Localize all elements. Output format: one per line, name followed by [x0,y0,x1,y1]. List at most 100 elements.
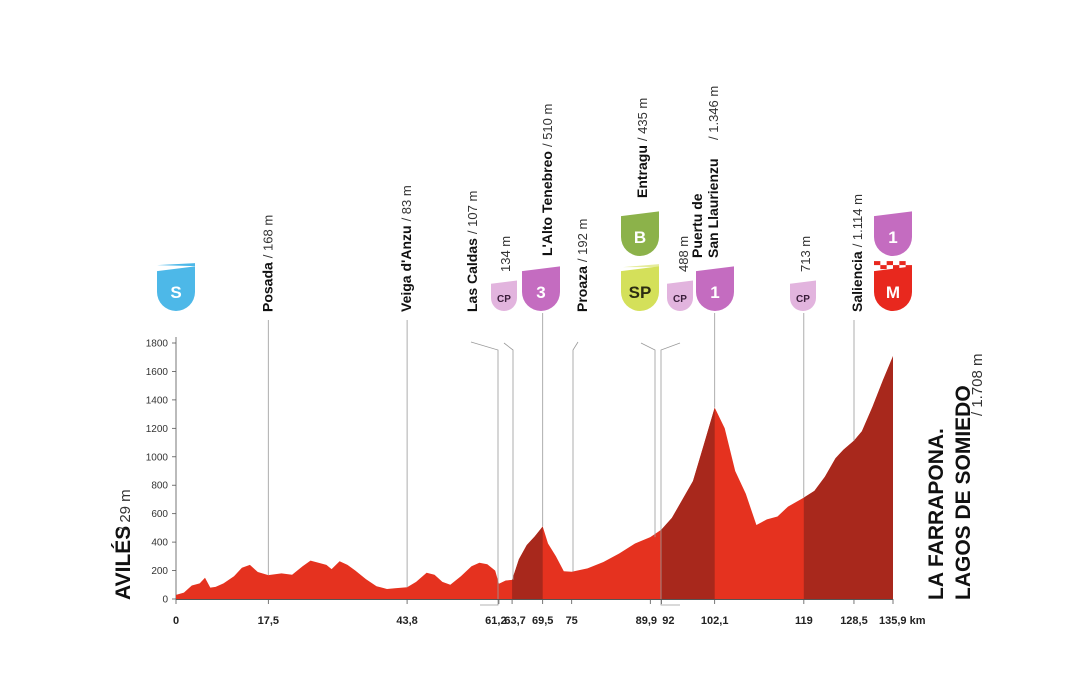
x-tick-label: 128,5 [840,615,868,627]
badge-label: B [634,228,646,247]
waypoint-name: San Llaurienzu [705,158,721,258]
waypoint-altitude: / 168 m [260,215,275,258]
waypoint-label: Veiga d'Anzu / 83 m [398,185,414,312]
waypoint-label: Entragu / 435 m [634,98,650,198]
waypoint-label: Puertu de San Llaurienzu / 1.346 m [689,86,721,258]
waypoint-guide-line [660,342,681,606]
finish-altitude: / 1.708 m [969,353,986,416]
waypoint-label: Saliencia / 1.114 m [849,194,865,312]
waypoint-name: Posada [259,262,275,312]
start-town-name: AVILÉS [112,526,135,600]
badge-shape [667,280,693,311]
x-tick-label: 89,9 [636,615,657,627]
waypoint-altitude: 134 m [498,236,513,272]
waypoint-guide-line [503,342,514,580]
waypoint-name: Las Caldas [464,238,480,312]
waypoint-name: L'Alto Tenebreo [539,151,555,256]
badge-sprint: SP [621,264,659,311]
x-tick-label: 92 [662,615,674,627]
checkered-flag-icon [905,265,912,270]
x-tick-label: 135,9 km [879,615,926,627]
waypoint-altitude: / 510 m [540,104,555,147]
waypoint-altitude: / 192 m [575,219,590,262]
badge-finish: M [874,261,912,311]
climb-segment [803,356,893,599]
badge-shape [696,266,734,311]
waypoint-name: Puertu de [689,193,705,258]
y-tick-label: 0 [162,595,168,606]
badge-label: CP [497,294,511,305]
badge-label: CP [673,294,687,305]
profile-area [176,356,893,599]
waypoint-name: Proaza [574,266,590,312]
y-tick-label: 200 [151,566,168,577]
badge-cp: CP [491,280,517,311]
waypoint-guide-line [470,341,499,606]
waypoint-altitude: / 435 m [635,98,650,141]
waypoint-name: Saliencia [849,251,865,312]
waypoint-label: 713 m [798,236,813,272]
waypoint-altitude: 713 m [798,236,813,272]
waypoint-guide-line [572,341,579,572]
badge-shape [621,211,659,256]
waypoint-altitude: / 107 m [465,191,480,234]
checkered-flag-icon [899,261,906,266]
waypoint-label: 134 m [498,236,513,272]
y-tick-label: 400 [151,538,168,549]
badge-label: M [886,283,900,302]
waypoint-altitude: / 83 m [399,185,414,221]
y-tick-label: 1600 [146,367,169,378]
badge-label: S [170,283,181,302]
badge-shape [157,266,195,311]
waypoint-lines [267,313,855,606]
y-tick-label: 1800 [146,339,169,350]
badge-label: CP [796,294,810,305]
sprint-flag-icon [623,264,659,268]
checkered-flag-icon [886,261,893,266]
x-tick-label: 61,2 [485,615,506,627]
badge-label: 3 [536,283,545,302]
badge-cp: CP [667,280,693,311]
x-tick-label: 43,8 [396,615,417,627]
waypoint-guide-line [640,342,656,538]
y-tick-label: 800 [151,481,168,492]
waypoint-label: Proaza / 192 m [574,219,590,312]
x-axis: 0 17,5 43,8 61,263,7 69,5 75 89,9 92 102,1 119 128… [173,599,926,627]
badge-bonus: B [621,211,659,256]
badge-shape [874,266,912,311]
waypoint-name: Veiga d'Anzu [398,225,414,312]
badge-climb: 1 [696,266,734,311]
x-tick-label: 63,7 [504,615,525,627]
x-tick-label: 119 [795,615,813,627]
start-town-altitude: / 29 m [117,489,134,531]
x-tick-label: 75 [566,615,578,627]
y-axis: 0 200 400 600 800 1000 1200 1400 1600 1800 [146,337,177,606]
finish-name-line2: LAGOS DE SOMIEDO [952,385,975,600]
y-tick-label: 1000 [146,452,169,463]
waypoint-name: Entragu [634,145,650,198]
waypoint-labels: Posada / 168 m Veiga d'Anzu / 83 m Las Calda… [259,86,865,312]
y-tick-label: 1400 [146,395,169,406]
badge-label: 1 [888,228,897,247]
badge-shape [874,211,912,256]
badge-shape [621,266,659,311]
x-tick-label: 69,5 [532,615,553,627]
checkered-flag-icon [880,265,887,270]
flag-icon [157,263,195,267]
waypoint-label: Las Caldas / 107 m [464,191,480,312]
x-tick-label: 17,5 [258,615,279,627]
badge-cp: CP [790,280,816,311]
waypoint-label: 488 m [676,236,691,272]
badge-shape [790,280,816,311]
badge-shape [491,280,517,311]
badge-start: S [157,263,195,311]
badge-climb: 1 [874,211,912,256]
badge-label: SP [629,283,652,302]
checkered-flag-icon [874,261,881,266]
checkered-flag-icon [893,265,900,270]
waypoint-altitude: / 1.346 m [706,86,721,140]
waypoint-label: L'Alto Tenebreo / 510 m [539,104,555,256]
finish-name-line1: LA FARRAPONA. [925,428,948,600]
